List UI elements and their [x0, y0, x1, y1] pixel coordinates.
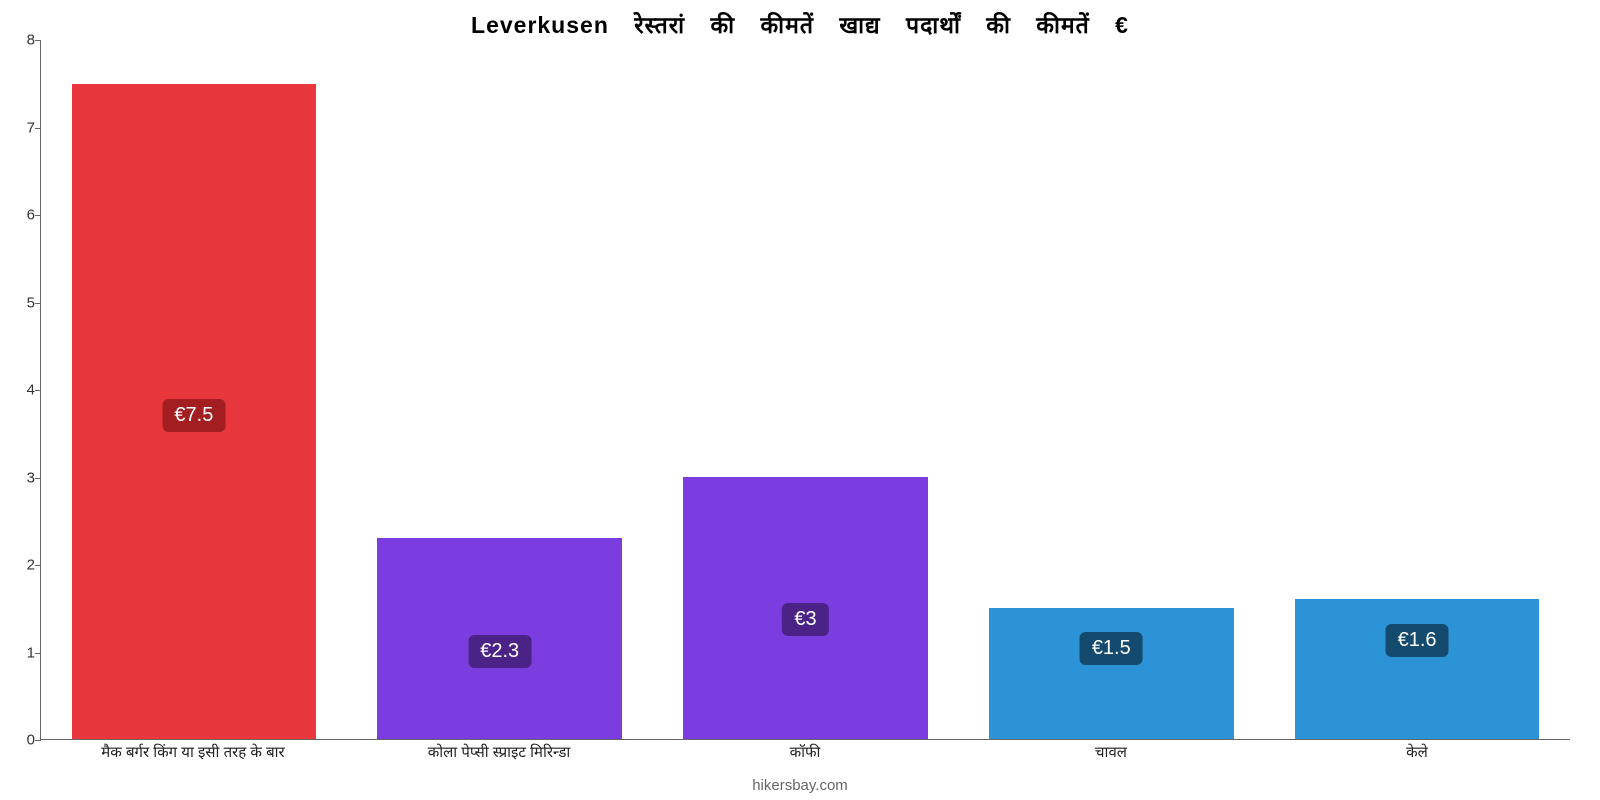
x-axis-label: कोला पेप्सी स्प्राइट मिरिन्डा [346, 742, 652, 762]
chart-container: Leverkusen रेस्तरां की कीमतें खाद्य पदार… [0, 0, 1600, 800]
y-tick-label: 5 [13, 294, 35, 311]
y-tick-label: 0 [13, 732, 35, 749]
y-tick-label: 6 [13, 207, 35, 224]
bar-value-badge: €3 [782, 603, 828, 636]
y-tick-label: 1 [13, 644, 35, 661]
y-tick-mark [35, 390, 41, 391]
y-tick-mark [35, 740, 41, 741]
bars-group: €7.5 €2.3 €3 €1.5 €1.6 [41, 40, 1570, 739]
bar: €1.6 [1295, 599, 1540, 739]
bar-slot: €1.6 [1264, 40, 1570, 739]
bar: €2.3 [377, 538, 622, 739]
bar-slot: €3 [653, 40, 959, 739]
x-axis-label: मैक बर्गर किंग या इसी तरह के बार [40, 742, 346, 762]
x-axis-label: चावल [958, 742, 1264, 762]
bar-slot: €2.3 [347, 40, 653, 739]
bar-slot: €7.5 [41, 40, 347, 739]
bar-slot: €1.5 [958, 40, 1264, 739]
bar-value-badge: €7.5 [162, 399, 225, 432]
y-tick-mark [35, 215, 41, 216]
credit-text: hikersbay.com [0, 777, 1600, 794]
bar: €3 [683, 477, 928, 739]
bar-value-badge: €1.6 [1386, 624, 1449, 657]
bar: €7.5 [72, 84, 317, 739]
y-tick-label: 2 [13, 557, 35, 574]
x-axis-labels: मैक बर्गर किंग या इसी तरह के बारकोला पेप… [40, 742, 1570, 762]
x-axis-label: केले [1264, 742, 1570, 762]
y-tick-mark [35, 653, 41, 654]
y-tick-label: 8 [13, 32, 35, 49]
bar-value-badge: €2.3 [468, 635, 531, 668]
y-tick-label: 7 [13, 119, 35, 136]
y-tick-mark [35, 40, 41, 41]
chart-title: Leverkusen रेस्तरां की कीमतें खाद्य पदार… [0, 0, 1600, 40]
y-tick-mark [35, 565, 41, 566]
bar: €1.5 [989, 608, 1234, 739]
y-tick-mark [35, 303, 41, 304]
y-tick-label: 3 [13, 469, 35, 486]
plot-area: €7.5€2.3€3€1.5€1.6 012345678 [40, 40, 1570, 740]
y-tick-mark [35, 478, 41, 479]
x-axis-label: कॉफी [652, 742, 958, 762]
y-tick-label: 4 [13, 382, 35, 399]
bar-value-badge: €1.5 [1080, 632, 1143, 665]
y-tick-mark [35, 128, 41, 129]
